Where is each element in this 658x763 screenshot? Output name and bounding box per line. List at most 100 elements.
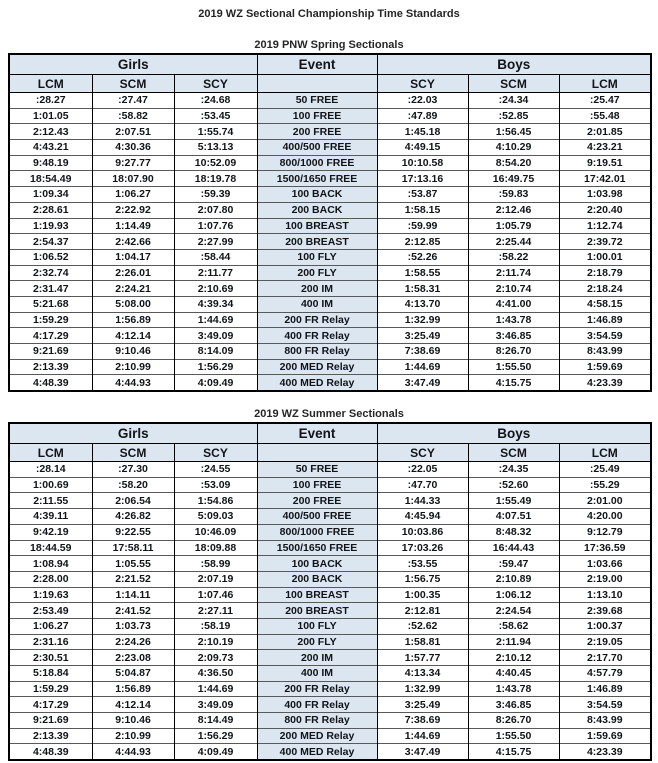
event-cell: 100 FLY [256, 617, 378, 635]
time-cell: 2:07.19 [173, 570, 258, 588]
time-cell: 2:24.54 [467, 602, 560, 619]
table-row: 2:32.74 2:26.01 2:11.77 200 FLY 1:58.55 2:11.… [8, 264, 652, 281]
course-header-row: LCM SCM SCY SCY SCM LCM [8, 74, 652, 93]
time-cell: 2:20.40 [558, 201, 652, 218]
time-cell: 4:20.00 [558, 508, 652, 525]
table-row: 2:28.00 2:21.52 2:07.19 200 BACK 1:56.75 2:10… [8, 570, 652, 588]
time-cell: 9:48.19 [8, 154, 93, 171]
time-cell: 4:48.39 [8, 743, 93, 761]
time-cell: 2:18.79 [558, 264, 652, 281]
time-cell: 2:23.08 [91, 649, 175, 666]
time-cell: 2:09.73 [173, 649, 258, 666]
table-row: 4:48.39 4:44.93 4:09.49 400 MED Relay 3:47.4… [8, 743, 652, 761]
time-cell: :47.70 [376, 476, 469, 493]
time-cell: 1:32.99 [376, 311, 469, 328]
time-cell: 1:19.63 [8, 586, 93, 603]
event-cell: 100 FREE [256, 476, 378, 493]
time-cell: 1:44.33 [376, 492, 469, 509]
time-cell: 2:10.99 [91, 358, 175, 375]
time-cell: 8:43.99 [558, 712, 652, 729]
time-cell: 1:00.69 [8, 476, 93, 493]
time-cell: 7:38.69 [376, 343, 469, 360]
girls-header: Girls [8, 422, 258, 445]
time-cell: 16:49.75 [467, 170, 560, 187]
time-cell: 2:54.37 [8, 233, 93, 250]
page-title: 2019 WZ Sectional Championship Time Stan… [198, 8, 460, 20]
time-cell: :52.85 [467, 107, 560, 124]
event-cell: 200 IM [256, 649, 378, 666]
time-cell: :53.87 [376, 186, 469, 203]
time-cell: :24.35 [467, 461, 560, 478]
time-cell: 8:14.49 [173, 712, 258, 729]
time-cell: :58.99 [173, 555, 258, 572]
time-cell: 1:04.17 [91, 248, 175, 266]
time-cell: 2:07.51 [91, 123, 175, 140]
table-row: 1:00.69:58.20:53.09 100 FREE:47.70:52.60:… [8, 476, 652, 493]
time-cell: 2:01.00 [558, 492, 652, 509]
table-row: 2:54.37 2:42.66 2:27.99 200 BREAST 2:12.85 2:… [8, 233, 652, 250]
event-cell: 400 FR Relay [256, 696, 378, 713]
boys-scm-header: SCM [467, 74, 560, 93]
time-cell: 1:59.69 [558, 358, 652, 375]
time-cell: 2:17.70 [558, 649, 652, 666]
table-row: 2:13.39 2:10.99 1:56.29 200 MED Relay 1:44.6… [8, 727, 652, 744]
event-cell: 800/1000 FREE [256, 154, 378, 171]
time-cell: 2:42.66 [91, 233, 175, 250]
time-cell: 1:05.55 [91, 555, 175, 572]
time-cell: 1:57.77 [376, 649, 469, 666]
boys-lcm-header: LCM [558, 443, 652, 463]
time-cell: 9:27.77 [91, 154, 175, 171]
spring-time-standards-table: Girls Event Boys LCM SCM SCY SCY SCM LCM… [8, 53, 653, 393]
time-cell: 1:07.46 [173, 586, 258, 603]
table-row: 1:01.05:58.82:53.45 100 FREE:47.89:52.85:… [8, 107, 652, 124]
time-cell: 2:19.05 [558, 633, 652, 650]
time-cell: 17:42.01 [558, 170, 652, 187]
table-row: 1:59.29 1:56.89 1:44.69 200 FR Relay 1:32.99… [8, 311, 652, 328]
event-cell: 400 FR Relay [256, 327, 378, 344]
time-cell: :58.22 [467, 248, 560, 266]
table-row: 4:39.11 4:26.82 5:09.03 400/500 FREE 4:45.94… [8, 508, 652, 525]
boys-scm-header: SCM [467, 443, 560, 463]
time-cell: 1:58.81 [376, 633, 469, 650]
time-cell: 4:23.21 [558, 139, 652, 156]
time-cell: 8:54.20 [467, 154, 560, 171]
time-cell: :58.62 [467, 617, 560, 635]
time-cell: 1:06.52 [8, 248, 93, 266]
table-caption-spring: 2019 PNW Spring Sectionals [254, 39, 404, 51]
table-row: 9:48.19 9:27.77 10:52.09 800/1000 FREE 10:10… [8, 154, 652, 171]
time-cell: 2:10.69 [173, 280, 258, 297]
time-cell: 10:10.58 [376, 154, 469, 171]
event-cell: 100 FREE [256, 107, 378, 124]
time-cell: 17:36.59 [558, 539, 652, 556]
time-cell: 1:55.74 [173, 123, 258, 140]
time-cell: 2:53.49 [8, 602, 93, 619]
time-cell: 4:39.34 [173, 295, 258, 313]
time-cell: 2:21.52 [91, 570, 175, 588]
spring-table-body: :28.27:27.47:24.68 50 FREE:22.03:24.34:25… [8, 92, 652, 392]
time-cell: 2:10.12 [467, 649, 560, 666]
time-cell: 2:31.47 [8, 280, 93, 297]
time-cell: 2:31.16 [8, 633, 93, 650]
time-cell: 1:14.49 [91, 217, 175, 234]
time-cell: 9:21.69 [8, 712, 93, 729]
time-cell: :55.48 [558, 107, 652, 124]
table-row: 2:28.61 2:22.92 2:07.80 200 BACK 1:58.15 2:12… [8, 201, 652, 218]
time-cell: 1:58.31 [376, 280, 469, 297]
event-cell: 1500/1650 FREE [256, 539, 378, 556]
time-cell: 4:07.51 [467, 508, 560, 525]
boys-lcm-header: LCM [558, 74, 652, 93]
time-cell: 2:10.89 [467, 570, 560, 588]
time-cell: 2:10.19 [173, 633, 258, 650]
girls-scm-header: SCM [91, 74, 175, 93]
time-cell: 18:07.90 [91, 170, 175, 187]
time-cell: 8:43.99 [558, 343, 652, 360]
event-cell: 100 BACK [256, 555, 378, 572]
time-cell: 1:59.29 [8, 680, 93, 697]
time-cell: 3:49.09 [173, 327, 258, 344]
time-cell: 1:56.45 [467, 123, 560, 140]
time-cell: 1:00.01 [558, 248, 652, 266]
time-cell: 2:18.24 [558, 280, 652, 297]
time-cell: :59.83 [467, 186, 560, 203]
time-cell: :24.34 [467, 92, 560, 109]
time-cell: 1:06.12 [467, 586, 560, 603]
